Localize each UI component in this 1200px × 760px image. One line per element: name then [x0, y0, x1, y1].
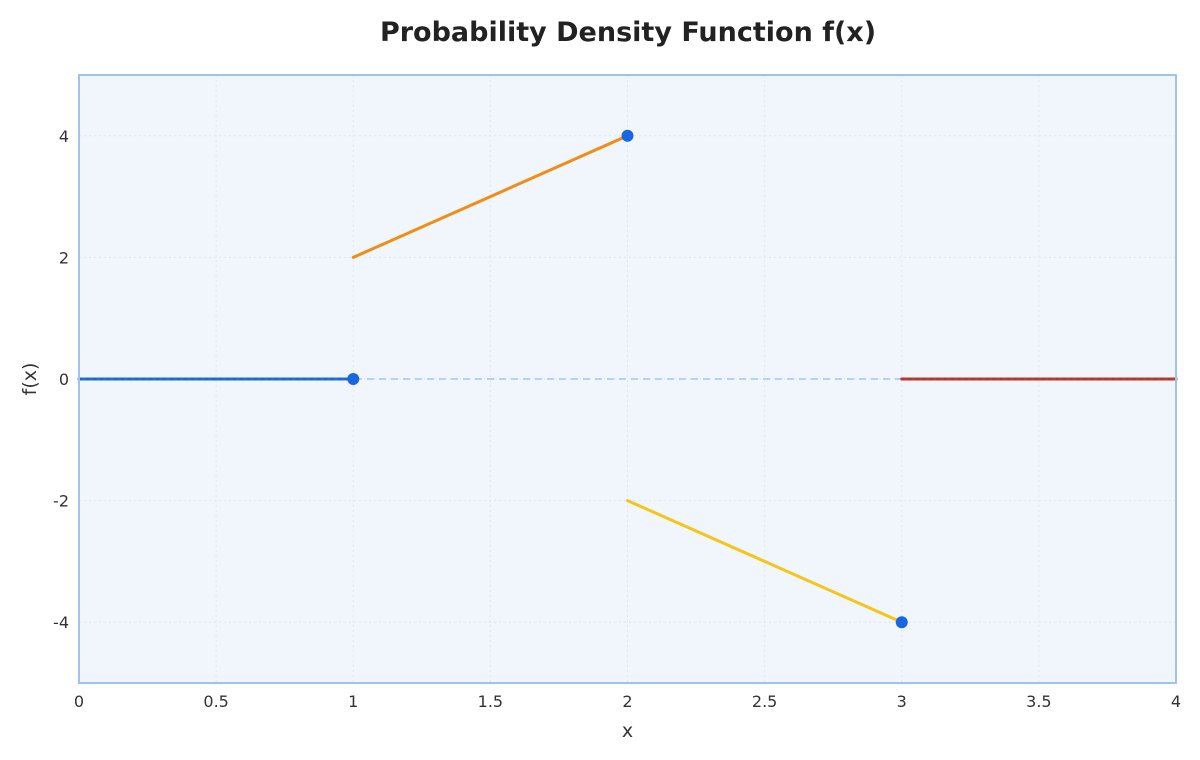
x-tick-label: 0 — [74, 692, 84, 711]
series-segment-2 — [351, 134, 629, 259]
x-tick-label: 0.5 — [203, 692, 228, 711]
x-axis-ticks: 0 0.5 1 1.5 2 2.5 3 3.5 4 — [74, 692, 1181, 711]
plot-frame — [78, 74, 1177, 684]
y-axis-ticks: -4 -2 0 2 4 — [53, 127, 69, 632]
data-point-2 — [621, 129, 634, 142]
series-layer — [77, 134, 1178, 624]
x-tick-label: 1.5 — [478, 692, 503, 711]
x-tick-label: 4 — [1171, 692, 1181, 711]
x-tick-label: 3.5 — [1026, 692, 1051, 711]
chart-title: Probability Density Function f(x) — [380, 17, 876, 48]
points-layer — [347, 129, 908, 629]
y-tick-label: 4 — [59, 127, 69, 146]
y-axis-label: f(x) — [19, 363, 41, 396]
data-point-3 — [895, 616, 908, 629]
x-axis-label: x — [622, 720, 633, 742]
x-tick-label: 2.5 — [752, 692, 777, 711]
x-tick-label: 1 — [348, 692, 358, 711]
y-tick-label: -2 — [53, 492, 69, 511]
y-tick-label: 2 — [59, 248, 69, 267]
series-segment-3 — [626, 499, 904, 624]
x-tick-label: 3 — [897, 692, 907, 711]
x-tick-label: 2 — [622, 692, 632, 711]
y-tick-label: -4 — [53, 613, 69, 632]
y-tick-label: 0 — [59, 370, 69, 389]
data-point-1 — [347, 373, 360, 385]
